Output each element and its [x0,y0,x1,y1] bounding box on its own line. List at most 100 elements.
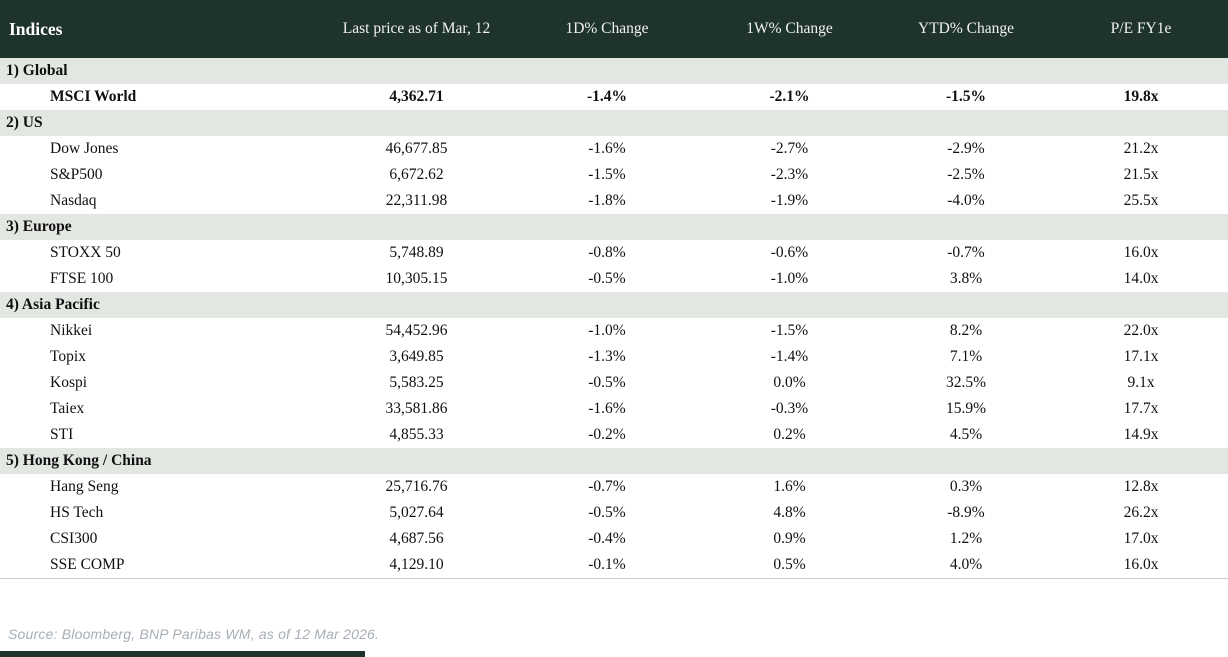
index-row: STI 4,855.33 -0.2% 0.2% 4.5% 14.9x [0,422,1228,448]
index-name-cell: FTSE 100 [50,270,114,287]
price-cell: 5,027.64 [389,504,444,521]
col-header-indices: Indices [9,18,63,39]
section-row: 1) Global [0,58,1228,84]
change-1w-cell: -1.4% [770,348,809,365]
pe-cell: 17.1x [1123,348,1159,365]
pe-cell: 14.0x [1123,270,1159,287]
pe-cell: 16.0x [1054,552,1228,579]
section-row: 2) US [0,110,1228,136]
change-1d-cell: -0.2% [588,426,626,443]
price-cell: 46,677.85 [385,140,448,157]
index-row: HS Tech 5,027.64 -0.5% 4.8% -8.9% 26.2x [0,500,1228,526]
change-1d-cell: -0.8% [588,244,626,261]
index-name-cell: Nasdaq [50,192,97,209]
index-name-cell: Taiex [50,400,85,417]
change-1w-cell: -1.0% [770,270,809,287]
change-1w-cell: 1.6% [773,478,806,495]
price-cell: 4,855.33 [389,426,444,443]
price-cell: 6,672.62 [389,166,444,183]
index-row: S&P500 6,672.62 -1.5% -2.3% -2.5% 21.5x [0,162,1228,188]
pe-cell: 25.5x [1123,192,1159,209]
index-row: FTSE 100 10,305.15 -0.5% -1.0% 3.8% 14.0x [0,266,1228,292]
change-ytd-cell: -1.5% [945,88,987,105]
price-cell: 4,687.56 [389,530,444,547]
index-name-cell: CSI300 [50,530,98,547]
change-1w-cell: 4.8% [773,504,806,521]
section-label: 5) Hong Kong / China [6,452,152,469]
pe-cell: 22.0x [1123,322,1159,339]
source-note: Source: Bloomberg, BNP Paribas WM, as of… [8,626,380,642]
change-1d-cell: -1.0% [588,322,626,339]
change-1d-cell: -0.7% [588,478,626,495]
price-cell: 3,649.85 [389,348,444,365]
change-ytd-cell: 3.8% [949,270,983,287]
change-1w-cell: -2.3% [770,166,809,183]
change-1d-cell: -0.5% [588,270,626,287]
index-name-cell: HS Tech [50,504,104,521]
index-name-cell: STI [50,426,74,443]
index-name-cell: Topix [50,348,86,365]
price-cell: 4,362.71 [389,88,444,105]
pe-cell: 19.8x [1123,88,1159,105]
change-1w-cell: 0.5% [701,552,878,579]
change-1d-cell: -1.8% [588,192,626,209]
change-1w-cell: -2.1% [769,88,810,105]
section-label: 1) Global [6,62,68,79]
index-row: Dow Jones 46,677.85 -1.6% -2.7% -2.9% 21.2x [0,136,1228,162]
change-1w-cell: -2.7% [770,140,809,157]
price-cell: 22,311.98 [385,192,448,209]
pe-cell: 21.2x [1123,140,1159,157]
section-row: 5) Hong Kong / China [0,448,1228,474]
change-ytd-cell: -0.7% [947,244,985,261]
index-row: MSCI World 4,362.71 -1.4% -2.1% -1.5% 19.8x [0,84,1228,110]
change-1d-cell: -1.6% [588,140,626,157]
table-header-row: Indices Last price as of Mar, 12 1D% Cha… [0,0,1228,58]
change-ytd-cell: -4.0% [947,192,985,209]
price-cell: 25,716.76 [385,478,448,495]
price-cell: 10,305.15 [385,270,448,287]
change-ytd-cell: 4.0% [878,552,1054,579]
pe-cell: 17.0x [1123,530,1159,547]
index-name-cell: Dow Jones [50,140,119,157]
change-1d-cell: -0.5% [588,374,626,391]
pe-cell: 17.7x [1123,400,1159,417]
indices-table: Indices Last price as of Mar, 12 1D% Cha… [0,0,1228,579]
price-cell: 33,581.86 [385,400,448,417]
change-1w-cell: -0.6% [770,244,809,261]
change-ytd-cell: 32.5% [945,374,987,391]
section-label: 3) Europe [6,218,72,235]
change-1d-cell: -0.1% [513,552,701,579]
pe-cell: 16.0x [1123,244,1159,261]
change-ytd-cell: 7.1% [949,348,983,365]
change-ytd-cell: -2.9% [947,140,985,157]
index-row: Kospi 5,583.25 -0.5% 0.0% 32.5% 9.1x [0,370,1228,396]
change-ytd-cell: 8.2% [949,322,983,339]
section-row: 3) Europe [0,214,1228,240]
change-ytd-cell: -2.5% [947,166,985,183]
change-1w-cell: 0.2% [773,426,806,443]
change-1d-cell: -1.6% [588,400,626,417]
change-ytd-cell: 4.5% [949,426,983,443]
col-header-ytd-change: YTD% Change [918,20,1014,37]
change-1w-cell: -0.3% [770,400,809,417]
index-row: Taiex 33,581.86 -1.6% -0.3% 15.9% 17.7x [0,396,1228,422]
index-row: Nikkei 54,452.96 -1.0% -1.5% 8.2% 22.0x [0,318,1228,344]
price-cell: 5,748.89 [389,244,444,261]
change-ytd-cell: 1.2% [949,530,983,547]
change-ytd-cell: 0.3% [949,478,983,495]
pe-cell: 21.5x [1123,166,1159,183]
change-1w-cell: 0.9% [773,530,806,547]
pe-cell: 9.1x [1127,374,1155,391]
section-label: 4) Asia Pacific [6,296,100,313]
index-name-cell: Hang Seng [50,478,119,495]
section-row: 4) Asia Pacific [0,292,1228,318]
change-ytd-cell: 15.9% [945,400,987,417]
col-header-last-price: Last price as of Mar, 12 [342,20,491,37]
col-header-pe-fy1e: P/E FY1e [1110,20,1172,37]
change-1w-cell: -1.5% [770,322,809,339]
price-cell: 4,129.10 [320,552,513,579]
change-1w-cell: 0.0% [773,374,806,391]
index-row: CSI300 4,687.56 -0.4% 0.9% 1.2% 17.0x [0,526,1228,552]
index-row: Hang Seng 25,716.76 -0.7% 1.6% 0.3% 12.8x [0,474,1228,500]
